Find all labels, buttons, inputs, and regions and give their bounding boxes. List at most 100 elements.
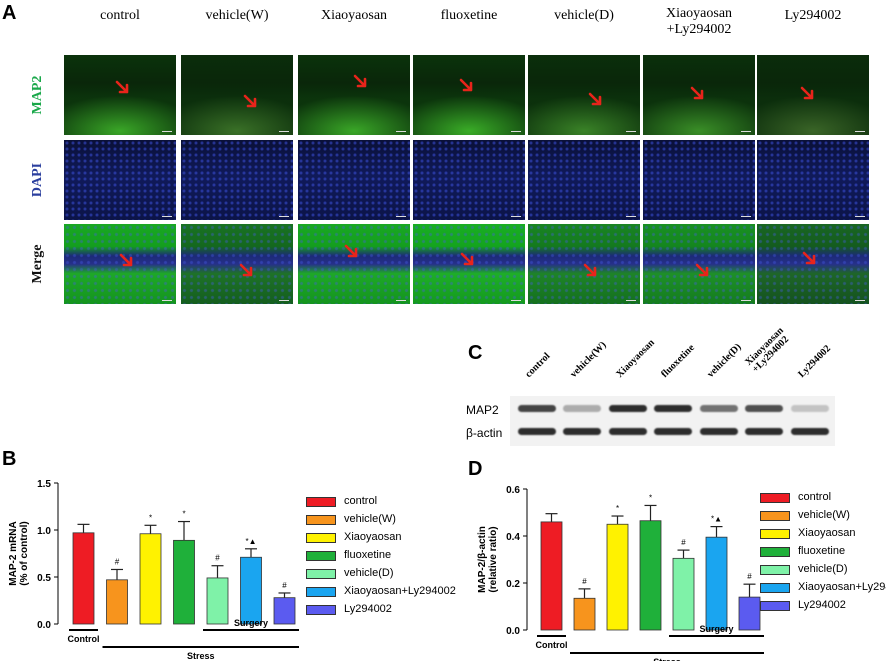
wb-band-map2-6	[791, 405, 829, 412]
scale-bar	[279, 216, 289, 217]
legend-label: fluoxetine	[344, 549, 392, 561]
western-blot-membrane	[510, 396, 835, 446]
wb-lane-label-2: Xiaoyaosan	[614, 337, 657, 380]
legend-item: control	[760, 491, 886, 505]
scale-bar	[626, 216, 636, 217]
legend-item: fluoxetine	[760, 545, 886, 559]
legend-item: Ly294002	[760, 599, 886, 613]
wb-lane-label-0: control	[523, 350, 553, 380]
chart-b-mrna: 0.0 0.5 1.0 1.5 MAP-2 mRNA (% of control) # * * #…	[8, 479, 299, 661]
micrograph-merge-5	[643, 224, 755, 304]
bar-control	[72, 532, 95, 625]
panel-a-letter: A	[2, 2, 17, 24]
red-arrow-icon	[459, 79, 472, 92]
red-arrow-icon	[801, 87, 814, 100]
wb-band-map2-2	[609, 405, 647, 412]
legend-swatch	[760, 547, 790, 557]
legend-item: vehicle(D)	[306, 567, 446, 581]
column-label-3: fluoxetine	[440, 8, 498, 23]
bar-Ly294002	[738, 596, 761, 631]
column-label-2: Xiaoyaosan	[320, 8, 388, 23]
legend-item: Xiaoyaosan+Ly294002	[760, 581, 886, 595]
wb-band-beta-actin-2	[609, 428, 647, 435]
wb-lane-label-3: fluoxetine	[659, 342, 697, 380]
column-label-0: control	[100, 8, 140, 23]
panel-b-letter: B	[2, 448, 17, 470]
red-arrow-icon	[119, 253, 132, 267]
y-tick-label: 0.0	[506, 626, 520, 637]
column-label-1: vehicle(W)	[205, 8, 269, 23]
red-arrow-icon	[690, 87, 704, 100]
scale-bar	[279, 300, 289, 301]
wb-band-beta-actin-6	[791, 428, 829, 435]
legend-label: Xiaoyaosan	[798, 527, 856, 539]
legend-swatch	[306, 497, 336, 507]
column-label-4: vehicle(D)	[554, 8, 614, 23]
bar-vehicle(W)	[573, 597, 596, 631]
red-arrow-icon	[583, 264, 596, 277]
legend-label: Xiaoyaosan+Ly294002	[344, 585, 456, 597]
red-arrow-icon	[696, 264, 709, 277]
legend-label: control	[344, 495, 378, 507]
bar-Xiaoyaosan+Ly294002	[240, 556, 262, 625]
bar-control	[540, 521, 563, 631]
micrograph-dapi-5	[643, 140, 755, 220]
micrograph-map2-1	[181, 55, 293, 135]
micrograph-map2-2	[298, 55, 410, 135]
y-tick-label: 0.4	[506, 532, 520, 543]
chart-d-legend: control vehicle(W) Xiaoyaosan fluoxetine veh…	[760, 491, 886, 623]
y-tick-label: 0.6	[506, 485, 520, 496]
scale-bar	[741, 131, 751, 132]
legend-swatch	[760, 583, 790, 593]
panel-c-letter: C	[468, 342, 483, 364]
scale-bar	[855, 131, 865, 132]
legend-swatch	[760, 601, 790, 611]
legend-swatch	[306, 533, 336, 543]
micrograph-map2-0	[64, 55, 176, 135]
scale-bar	[511, 300, 521, 301]
legend-label: Ly294002	[798, 599, 846, 611]
scale-bar	[396, 131, 406, 132]
significance-marker: #	[115, 557, 120, 566]
significance-marker: *	[149, 513, 152, 522]
y-axis-label: (% of control)	[19, 521, 30, 585]
scale-bar	[741, 216, 751, 217]
micrograph-dapi-6	[757, 140, 869, 220]
bar-fluoxetine	[639, 520, 662, 631]
chart-b-legend: control vehicle(W) Xiaoyaosan fluoxetine veh…	[306, 495, 456, 627]
significance-marker: *▲	[711, 515, 722, 524]
legend-swatch	[306, 587, 336, 597]
red-arrow-icon	[460, 252, 474, 266]
micrograph-merge-4	[528, 224, 640, 304]
scale-bar	[162, 131, 172, 132]
group-label-stress: Stress	[653, 657, 681, 661]
scale-bar	[396, 300, 406, 301]
scale-bar	[162, 300, 172, 301]
red-arrow-icon	[802, 251, 815, 264]
y-tick-label: 0.5	[37, 573, 51, 584]
micrograph-dapi-4	[528, 140, 640, 220]
y-tick-label: 0.0	[37, 620, 51, 631]
micrograph-map2-4	[528, 55, 640, 135]
legend-swatch	[306, 605, 336, 615]
bar-Xiaoyaosan	[606, 523, 629, 631]
legend-item: vehicle(W)	[306, 513, 446, 527]
wb-band-map2-5	[745, 405, 783, 412]
wb-lane-label-5: Xiaoyaosan +Ly294002	[743, 325, 792, 375]
micrograph-merge-0	[64, 224, 176, 304]
wb-lane-label-4: vehicle(D)	[705, 341, 744, 380]
legend-swatch	[760, 511, 790, 521]
legend-label: fluoxetine	[798, 545, 846, 557]
group-label-surgery: Surgery	[699, 624, 733, 634]
y-tick-label: 0.2	[506, 579, 520, 590]
wb-lane-label-6: Ly294002	[796, 343, 834, 380]
scale-bar	[855, 300, 865, 301]
wb-band-beta-actin-4	[700, 428, 738, 435]
wb-band-beta-actin-3	[654, 428, 692, 435]
wb-band-beta-actin-0	[518, 428, 556, 435]
scale-bar	[511, 216, 521, 217]
bar-fluoxetine	[173, 539, 195, 625]
legend-item: control	[306, 495, 446, 509]
group-label-surgery: Surgery	[234, 618, 268, 628]
micrograph-dapi-3	[413, 140, 525, 220]
